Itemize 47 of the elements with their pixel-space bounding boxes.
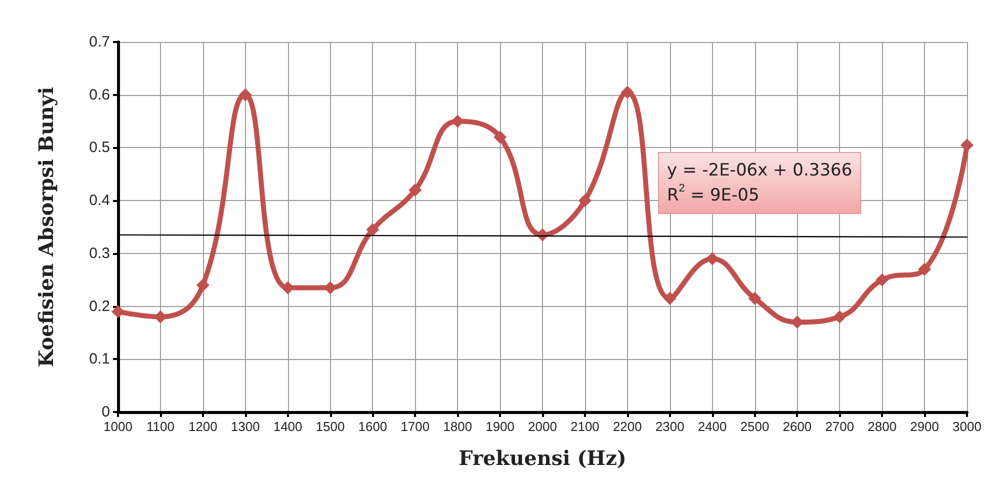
point: [918, 262, 932, 276]
x-axis-title: Frekuensi (Hz): [458, 446, 626, 470]
x-tick-label: 1100: [146, 419, 174, 434]
x-tick-label: 2500: [740, 419, 770, 434]
x-tick-label: 1900: [486, 419, 515, 434]
x-tick-label: 1200: [188, 419, 218, 434]
y-tick-label: 0.3: [89, 244, 110, 262]
point: [663, 292, 676, 305]
x-tick-label: 1600: [358, 419, 388, 434]
y-axis-title: Koefisien Absorpsi Bunyi: [34, 86, 58, 368]
x-tick-label: 2900: [910, 419, 940, 434]
point: [748, 292, 762, 305]
x-tick-label: 1500: [316, 419, 345, 434]
point: [706, 252, 719, 266]
x-tick-label: 2100: [570, 419, 600, 434]
annotation: y = -2E-06x + 0.3366: [667, 160, 852, 180]
x-tick-label: 1000: [104, 419, 132, 434]
point: [960, 138, 974, 152]
y-tick-label: 0: [102, 404, 110, 420]
point: [876, 273, 889, 286]
x-tick-label: 1400: [273, 419, 302, 434]
y-tick-label: 0.1: [89, 350, 110, 368]
y-tick-label: 0.7: [89, 34, 110, 50]
y-tick-label: 0.6: [89, 86, 110, 104]
point: [494, 130, 507, 144]
x-tick-label: 2800: [868, 419, 897, 434]
y-tick-label: 0.2: [89, 298, 110, 315]
point: [578, 194, 592, 208]
x-tick-label: 2600: [782, 419, 812, 434]
y-tick-label: 0.5: [89, 139, 110, 156]
x-tick-label: 1700: [400, 419, 430, 434]
x-tick-label: 2700: [825, 419, 854, 434]
point: [408, 184, 422, 196]
x-tick-label: 1300: [230, 419, 260, 434]
point: [238, 88, 252, 102]
y-tick-label: 0.4: [89, 192, 110, 210]
point: [620, 86, 634, 99]
x-tick-label: 2300: [655, 419, 684, 434]
x-tick-label: 2400: [698, 419, 727, 434]
point: [112, 305, 124, 318]
x-tick-label: 1800: [443, 419, 472, 434]
point: [833, 310, 846, 324]
x-tick-label: 2000: [528, 419, 557, 434]
x-tick-label: 2200: [612, 419, 642, 434]
point: [196, 278, 210, 292]
point: [366, 223, 380, 236]
x-tick-label: 3000: [952, 419, 982, 434]
